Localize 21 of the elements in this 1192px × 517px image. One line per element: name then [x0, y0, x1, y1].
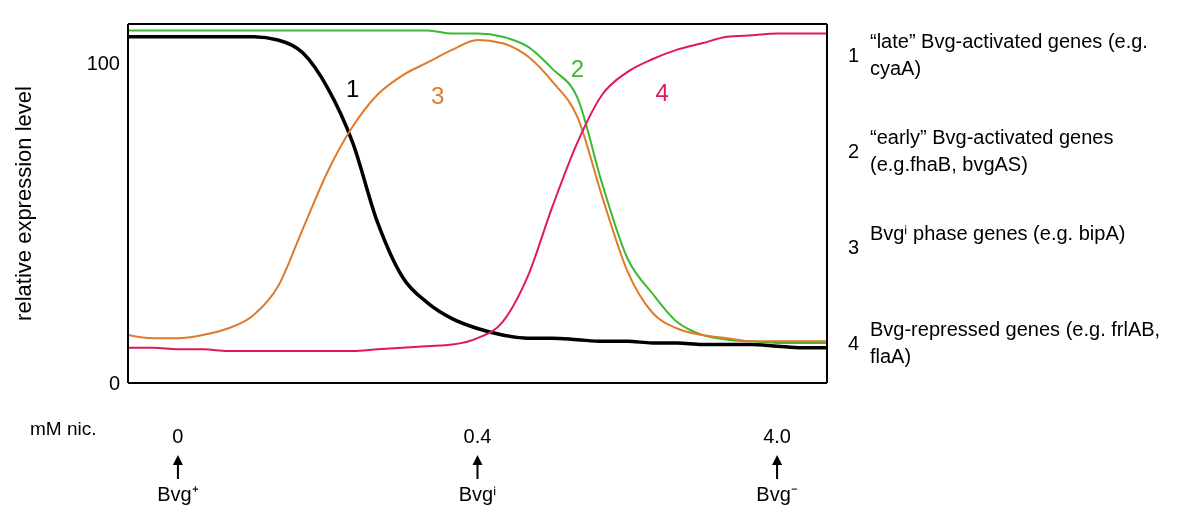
y-tick-label: 100 — [86, 51, 120, 74]
x-axis-title: mM nic. — [30, 418, 97, 440]
text: Bvg⁻ — [756, 483, 798, 505]
x-tick-label: 0.4 — [463, 425, 492, 447]
text: Bvg⁺ — [157, 483, 199, 505]
text: 3 — [848, 236, 860, 258]
text: “late” Bvg-activated genes (e.g. cyaA) — [870, 29, 1149, 81]
text: Bvgⁱ — [458, 483, 497, 505]
y-axis-title: relative expression level — [10, 86, 36, 321]
text: “early” Bvg-activated genes (e.g.fhaB, bvgAS) — [870, 125, 1115, 177]
series-label: 4 — [655, 78, 669, 106]
text: Bvgⁱ phase genes (e.g. bipA) — [870, 221, 1127, 246]
series-label: 3 — [430, 81, 445, 109]
text: 1 — [848, 44, 860, 66]
text: 4 — [848, 332, 860, 354]
series-label: 1 — [346, 74, 360, 102]
x-tick-label: 4.0 — [763, 425, 791, 447]
text: Bvg-repressed genes (e.g. frlAB, flaA) — [870, 317, 1162, 369]
series-label: 2 — [570, 55, 585, 83]
text: 2 — [848, 140, 860, 162]
x-tick-label: 0 — [172, 425, 184, 447]
